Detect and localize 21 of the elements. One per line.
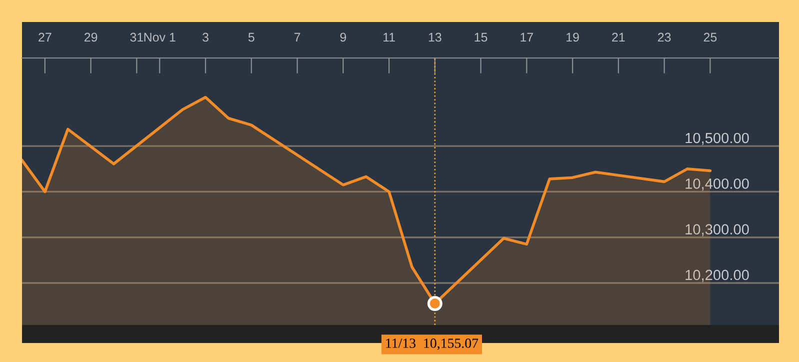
x-tick-label: 9 — [340, 32, 346, 42]
x-tick-label: Nov 1 — [144, 32, 176, 42]
x-tick-label: 13 — [428, 32, 442, 42]
y-tick-label: 10,400.00 — [686, 178, 749, 191]
x-tick-label: 27 — [38, 32, 52, 42]
x-tick-label: 3 — [202, 32, 208, 42]
x-tick-label: 23 — [658, 32, 671, 42]
x-tick-label: 15 — [474, 32, 488, 42]
x-tick-label: 21 — [612, 32, 625, 42]
annotation: 11/13 10,155.07 — [386, 338, 478, 350]
x-tick-label: 7 — [294, 32, 300, 42]
x-tick-label: 25 — [704, 32, 717, 42]
x-tick-label: 5 — [248, 32, 254, 42]
x-tick-label: 11 — [383, 32, 395, 42]
x-tick-label: 17 — [520, 32, 533, 42]
x-tick-label: 29 — [84, 32, 98, 42]
y-tick-label: 10,200.00 — [686, 270, 749, 282]
y-tick-label: 10,300.00 — [686, 224, 749, 236]
y-tick-label: 10,500.00 — [686, 132, 749, 145]
x-tick-label: 31 — [130, 32, 144, 42]
x-tick-label: 19 — [566, 32, 579, 42]
